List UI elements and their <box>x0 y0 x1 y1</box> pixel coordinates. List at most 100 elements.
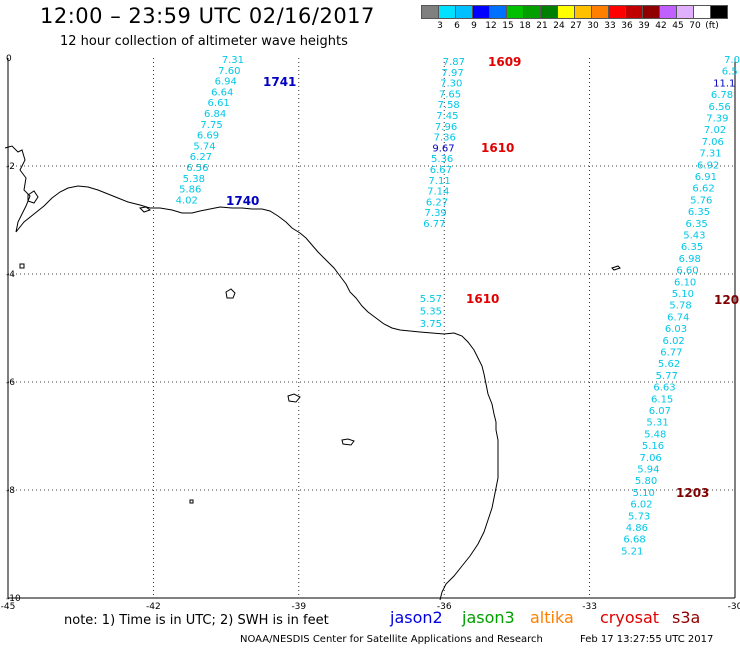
lat-tick-label: -2 <box>6 162 15 172</box>
lon-tick-label: -45 <box>1 602 16 612</box>
satellite-label-cryosat: cryosat <box>600 608 660 627</box>
island-5 <box>138 206 152 213</box>
lon-tick-label: -36 <box>437 602 452 612</box>
wave-height-value: 6.35 <box>681 242 703 253</box>
wave-height-value: 5.35 <box>420 307 442 318</box>
wave-height-value: 5.73 <box>628 511 650 522</box>
wave-height-value: 7.97 <box>441 68 463 79</box>
satellite-label-altika: altika <box>530 608 574 627</box>
wave-height-value: 6.02 <box>663 336 685 347</box>
wave-height-value: 5.77 <box>656 371 678 382</box>
pass-time-label: 120 <box>714 293 739 307</box>
wave-height-value: 7.60 <box>218 66 240 77</box>
wave-height-value: 7.45 <box>436 111 458 122</box>
wave-height-value: 6.07 <box>649 406 671 417</box>
lon-tick-label: -42 <box>146 602 161 612</box>
satellite-tracks: 7.317.606.946.646.616.847.756.695.746.27… <box>176 55 740 557</box>
legend-label: 18 <box>519 21 531 31</box>
wave-height-value: 5.10 <box>633 488 655 499</box>
wave-height-value: 6.10 <box>674 277 696 288</box>
wave-height-value: 7.14 <box>427 187 449 198</box>
wave-height-value: 6.91 <box>695 172 717 183</box>
island-2 <box>225 288 236 299</box>
wave-height-value: 11.1 <box>713 78 735 89</box>
island-4 <box>341 438 355 446</box>
coastline-mainland <box>4 145 499 601</box>
wave-height-value: 7.58 <box>438 100 460 111</box>
wave-height-value: 6.69 <box>197 131 219 142</box>
legend-label: 33 <box>604 21 616 31</box>
pass-time-label: 1610 <box>466 292 499 306</box>
island-3 <box>287 393 301 403</box>
wave-height-value: 6.92 <box>697 160 719 171</box>
lat-tick-label: -4 <box>6 270 15 280</box>
satellite-label-s3a: s3a <box>672 608 701 627</box>
map-title: 12:00 – 23:59 UTC 02/16/2017 <box>40 4 375 28</box>
lat-tick-label: -8 <box>6 486 15 496</box>
track-1610b: 5.57 5.353.75 1610 <box>420 292 500 330</box>
wave-height-value: 3.75 <box>420 319 442 330</box>
track-1609: 7.877.977.307.657.587.457.967.369.675.36… <box>423 55 521 230</box>
map-note: note: 1) Time is in UTC; 2) SWH is in fe… <box>64 613 329 628</box>
wave-height-value: 6.27 <box>426 197 448 208</box>
legend-label: 12 <box>485 21 497 31</box>
lat-tick-label: -10 <box>6 594 21 604</box>
wave-height-value: 7.30 <box>440 79 462 90</box>
legend-label: 39 <box>638 21 650 31</box>
track-1203: 7.06.511.16.786.567.397.027.067.316.926.… <box>621 55 740 557</box>
legend-label: 15 <box>502 21 514 31</box>
wave-height-value: 4.86 <box>626 523 648 534</box>
lon-tick-label: -39 <box>291 602 306 612</box>
wave-height-value: 5.16 <box>642 441 664 452</box>
legend-label: 6 <box>454 21 460 31</box>
wave-height-value: 7.96 <box>435 122 457 133</box>
pass-time-label: 1610 <box>481 141 514 155</box>
wave-height-value: 6.77 <box>423 219 445 230</box>
wave-height-value: 6.98 <box>679 254 701 265</box>
lat-tick-label: 0 <box>6 54 12 64</box>
wave-height-value: 5.74 <box>193 141 215 152</box>
legend-label: (ft) <box>705 21 719 31</box>
wave-height-value: 4.02 <box>176 195 198 206</box>
wave-height-value: 6.56 <box>709 102 731 113</box>
legend-label: 45 <box>672 21 684 31</box>
wave-height-value: 5.10 <box>672 289 694 300</box>
wave-height-value: 6.78 <box>711 90 733 101</box>
legend-label: 30 <box>587 21 599 31</box>
island-6 <box>611 265 621 271</box>
map-subtitle: 12 hour collection of altimeter wave hei… <box>60 34 348 49</box>
legend-label: 3 <box>437 21 443 31</box>
wave-height-value: 6.63 <box>653 383 675 394</box>
wave-height-value: 5.21 <box>621 546 643 557</box>
wave-height-value: 5.57 <box>420 294 442 305</box>
legend-label: 24 <box>553 21 565 31</box>
wave-height-value: 6.15 <box>651 394 673 405</box>
pass-time-label: 1740 <box>226 194 259 208</box>
wave-height-value: 7.39 <box>425 208 447 219</box>
lon-tick-label: -30 <box>728 602 740 612</box>
wave-height-value: 5.94 <box>637 465 659 476</box>
wave-height-value: 5.86 <box>179 185 201 196</box>
wave-height-value: 6.94 <box>215 77 237 88</box>
wave-height-value: 5.36 <box>431 154 453 165</box>
legend-label: 42 <box>655 21 667 31</box>
wave-height-value: 5.48 <box>644 429 666 440</box>
satellite-label-jason3: jason3 <box>462 608 515 627</box>
lon-tick-label: -33 <box>582 602 597 612</box>
wave-height-value: 9.67 <box>432 143 454 154</box>
wave-height-value: 6.02 <box>630 500 652 511</box>
lat-tick-label: -6 <box>6 378 15 388</box>
legend-label: 36 <box>621 21 633 31</box>
satellite-label-jason2: jason2 <box>390 608 443 627</box>
wave-height-value: 7.36 <box>434 133 456 144</box>
wave-height-value: 6.27 <box>190 152 212 163</box>
wave-height-value: 5.31 <box>646 418 668 429</box>
wave-height-value: 7.31 <box>222 55 244 66</box>
wave-height-value: 5.62 <box>658 359 680 370</box>
coastline <box>4 145 621 601</box>
wave-height-value: 6.64 <box>211 87 233 98</box>
track-1741: 7.317.606.946.646.616.847.756.695.746.27… <box>176 55 297 208</box>
wave-height-value: 6.62 <box>692 184 714 195</box>
wave-height-value: 6.60 <box>676 266 698 277</box>
